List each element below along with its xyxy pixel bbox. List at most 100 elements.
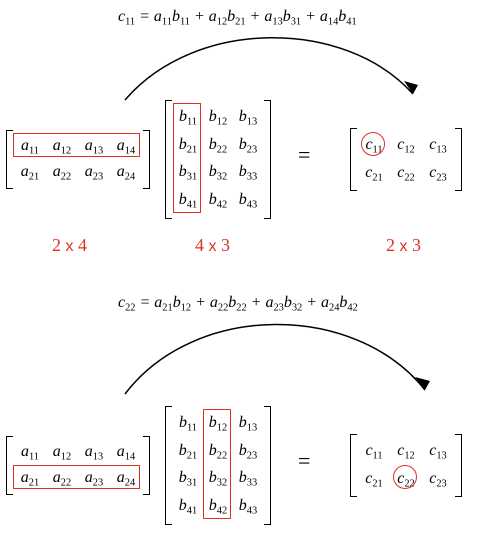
- B1-33-s: b: [239, 163, 247, 180]
- dimB1-c: 3: [221, 235, 230, 255]
- t12a: a: [209, 8, 217, 25]
- B1-12: b12: [203, 104, 233, 132]
- t14b-sub: 41: [346, 17, 356, 28]
- B2-11: b11: [173, 410, 203, 438]
- C1-13-sub: 13: [436, 145, 446, 156]
- dimA1-c: 4: [78, 235, 87, 255]
- A1-13-sub: 13: [93, 146, 103, 157]
- A2-11-sub: 11: [29, 452, 39, 463]
- B2-43-sub: 43: [247, 506, 257, 517]
- A2-21-sub: 21: [29, 477, 39, 488]
- A1-cell-11: a11: [14, 134, 46, 160]
- C2-11-sub: 11: [373, 451, 383, 462]
- B2-13-s: b: [239, 414, 247, 431]
- arrow-c11: [115, 28, 425, 108]
- matrix-C-2: c11 c12 c13 c21 c22 c23: [350, 434, 462, 497]
- A1-21-sub: 21: [29, 171, 39, 182]
- A2-24-s: a: [117, 469, 125, 486]
- C2-13-sub: 13: [436, 451, 446, 462]
- B2-41-s: b: [179, 497, 187, 514]
- B2-33-sub: 33: [247, 478, 257, 489]
- B2-41-sub: 41: [187, 506, 197, 517]
- A1-13-s: a: [85, 137, 93, 154]
- t23b: b: [284, 294, 292, 311]
- B1-42-s: b: [209, 191, 217, 208]
- A2-11: a11: [14, 440, 46, 466]
- B2-32-s: b: [209, 469, 217, 486]
- B2-23-s: b: [239, 442, 247, 459]
- C2-22-sub: 22: [404, 478, 414, 489]
- plus-2-1: +: [195, 294, 206, 311]
- A2-12: a12: [46, 440, 78, 466]
- B1-12-s: b: [209, 108, 217, 125]
- plus-2-3: +: [306, 294, 317, 311]
- t11b-sub: 11: [180, 17, 190, 28]
- matrix-B-2: b11 b12 b13 b21 b22 b23 b31 b32 b33 b41 …: [165, 406, 271, 525]
- dimA1-x: x: [66, 238, 74, 255]
- B2-43: b43: [233, 493, 263, 521]
- t21b: b: [173, 294, 181, 311]
- B2-21-sub: 21: [187, 450, 197, 461]
- C1-11-sub: 11: [373, 145, 383, 156]
- A1-cell-21: a21: [14, 160, 46, 186]
- B1-21-sub: 21: [187, 144, 197, 155]
- equals-1: =: [298, 142, 310, 168]
- C1-23-sub: 23: [436, 172, 446, 183]
- B1-31: b31: [173, 159, 203, 187]
- B2-22-s: b: [209, 442, 217, 459]
- C2-23-sub: 23: [436, 478, 446, 489]
- C2-12: c12: [390, 438, 422, 466]
- A2-13: a13: [78, 440, 110, 466]
- A2-14-sub: 14: [125, 452, 135, 463]
- B1-31-s: b: [179, 163, 187, 180]
- A1-cell-12: a12: [46, 134, 78, 160]
- B1-21: b21: [173, 132, 203, 160]
- A1-22-sub: 22: [61, 171, 71, 182]
- plus-2-2: +: [251, 294, 262, 311]
- t22a-sub: 22: [218, 303, 228, 314]
- dim-A-1: 2 x 4: [52, 235, 87, 256]
- t13b: b: [283, 8, 291, 25]
- A2-12-s: a: [53, 443, 61, 460]
- t12a-sub: 12: [217, 17, 227, 28]
- B2-13: b13: [233, 410, 263, 438]
- formula-c11-lhs-sub: 11: [125, 17, 135, 28]
- C2-11: c11: [358, 438, 390, 466]
- dim-C-1: 2 x 3: [386, 235, 421, 256]
- B2-33: b33: [233, 465, 263, 493]
- B2-33-s: b: [239, 469, 247, 486]
- eq-sign-2: =: [140, 294, 151, 311]
- plus-1-3: +: [305, 8, 316, 25]
- A1-14-sub: 14: [125, 146, 135, 157]
- arrow-c22: [115, 314, 435, 404]
- A1-24-s: a: [117, 163, 125, 180]
- A1-12-sub: 12: [61, 146, 71, 157]
- dimB1-x: x: [209, 238, 217, 255]
- formula-c11: c11 = a11b11 + a12b21 + a13b31 + a14b41: [118, 8, 357, 28]
- t11b: b: [172, 8, 180, 25]
- A1-24-sub: 24: [125, 171, 135, 182]
- matrix-A-1: a11 a12 a13 a14 a21 a22 a23 a24: [6, 130, 150, 189]
- B1-43: b43: [233, 187, 263, 215]
- A1-23-sub: 23: [93, 171, 103, 182]
- B2-22-sub: 22: [217, 450, 227, 461]
- B1-12-sub: 12: [217, 117, 227, 128]
- t21a-sub: 21: [162, 303, 172, 314]
- dimC1-r: 2: [386, 235, 395, 255]
- t12b: b: [227, 8, 235, 25]
- dim-B-1: 4 x 3: [195, 235, 230, 256]
- B1-23: b23: [233, 132, 263, 160]
- A2-22-s: a: [53, 469, 61, 486]
- A2-13-sub: 13: [93, 452, 103, 463]
- B1-23-sub: 23: [247, 144, 257, 155]
- B1-13-s: b: [239, 108, 247, 125]
- A2-24-sub: 24: [125, 477, 135, 488]
- B2-42: b42: [203, 493, 233, 521]
- C1-12: c12: [390, 132, 422, 160]
- B1-31-sub: 31: [187, 172, 197, 183]
- B2-23-sub: 23: [247, 450, 257, 461]
- B1-42: b42: [203, 187, 233, 215]
- A2-12-sub: 12: [61, 452, 71, 463]
- A1-21-s: a: [21, 163, 29, 180]
- formula-c22: c22 = a21b12 + a22b22 + a23b32 + a24b42: [118, 294, 358, 314]
